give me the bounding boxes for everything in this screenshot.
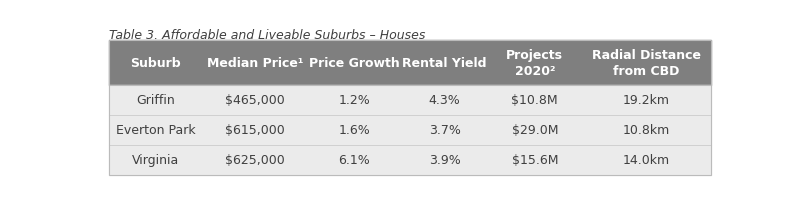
Text: $625,000: $625,000 [226,154,285,166]
Text: 19.2km: 19.2km [622,94,670,107]
Text: 14.0km: 14.0km [622,154,670,166]
Text: 6.1%: 6.1% [338,154,370,166]
Text: 1.2%: 1.2% [338,94,370,107]
Text: Virginia: Virginia [132,154,179,166]
Text: Radial Distance
from CBD: Radial Distance from CBD [591,49,701,78]
Text: Suburb: Suburb [130,57,182,70]
Bar [110,85,710,115]
Bar [110,41,710,85]
Text: $10.8M: $10.8M [511,94,558,107]
Text: Table 3. Affordable and Liveable Suburbs – Houses: Table 3. Affordable and Liveable Suburbs… [110,29,426,42]
Text: $29.0M: $29.0M [511,124,558,137]
Text: $615,000: $615,000 [226,124,285,137]
Text: $15.6M: $15.6M [511,154,558,166]
Text: 3.7%: 3.7% [429,124,461,137]
Bar [110,115,710,145]
Bar [110,145,710,175]
Text: 4.3%: 4.3% [429,94,461,107]
Text: Median Price¹: Median Price¹ [207,57,303,70]
Text: Everton Park: Everton Park [116,124,196,137]
Text: Griffin: Griffin [137,94,175,107]
Text: $465,000: $465,000 [226,94,285,107]
Text: 1.6%: 1.6% [338,124,370,137]
Text: 10.8km: 10.8km [622,124,670,137]
Text: Projects
2020²: Projects 2020² [506,49,563,78]
Bar [110,41,710,175]
Text: Price Growth: Price Growth [309,57,400,70]
Text: Rental Yield: Rental Yield [402,57,487,70]
Text: 3.9%: 3.9% [429,154,461,166]
